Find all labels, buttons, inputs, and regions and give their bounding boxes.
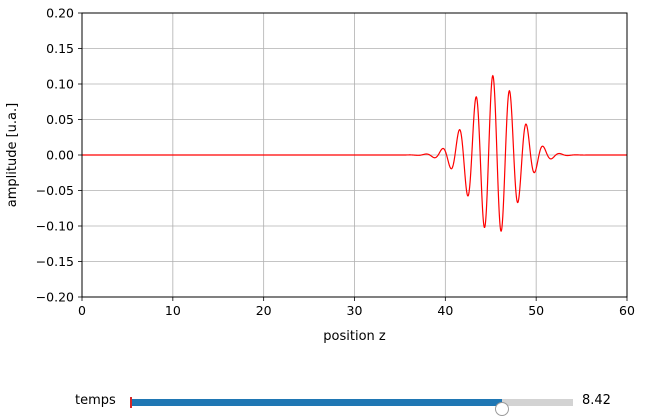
x-tick-label: 60 (619, 303, 635, 318)
y-tick-label: −0.10 (36, 219, 74, 234)
series-line-wave (82, 74, 627, 232)
y-tick-label: 0.10 (46, 77, 74, 92)
y-tick-label: 0.20 (46, 6, 74, 21)
x-tick-label: 30 (347, 303, 363, 318)
slider-value: 8.42 (582, 393, 611, 408)
x-tick-label: 0 (78, 303, 86, 318)
y-tick-label: −0.05 (36, 183, 74, 198)
x-axis-label: position z (323, 329, 386, 344)
x-tick-label: 50 (528, 303, 544, 318)
x-tick-label: 10 (165, 303, 181, 318)
y-tick-label: 0.00 (46, 148, 74, 163)
x-tick-label: 40 (437, 303, 453, 318)
y-tick-label: −0.20 (36, 290, 74, 305)
time-slider-row: temps 8.42 (0, 389, 649, 416)
chart: −0.20 −0.15 −0.10 −0.05 0.00 0.05 0.10 0.15 0.20… (5, 6, 635, 345)
slider-handle[interactable] (495, 402, 510, 416)
plot-frame (81, 12, 628, 298)
time-slider[interactable] (130, 397, 573, 416)
y-tick-label: −0.15 (36, 254, 74, 269)
slider-label: temps (75, 393, 116, 408)
y-tick-label: 0.15 (46, 41, 74, 56)
x-tick-label: 20 (256, 303, 272, 318)
slider-initial-marker (130, 397, 132, 408)
slider-fill (130, 399, 503, 406)
y-axis: −0.20 −0.15 −0.10 −0.05 0.00 0.05 0.10 0.15 0.20 (36, 6, 82, 305)
x-axis: 0 10 20 30 40 50 60 (78, 297, 635, 318)
y-tick-label: 0.05 (46, 112, 74, 127)
y-axis-label: amplitude [u.a.] (5, 103, 20, 207)
